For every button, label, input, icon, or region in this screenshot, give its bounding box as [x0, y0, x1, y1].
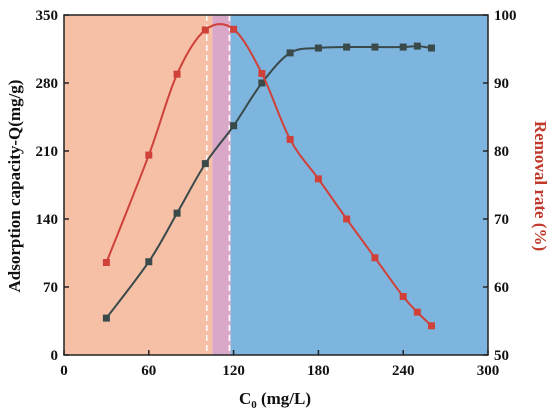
data-point: [286, 49, 294, 57]
x-axis: 0 60 120 180 240 300: [60, 350, 499, 379]
data-point: [201, 160, 209, 168]
data-point: [413, 42, 421, 50]
data-point: [286, 135, 294, 143]
right-y-axis-title: Removal rate (%): [531, 121, 550, 251]
data-point: [343, 215, 351, 223]
data-point: [314, 44, 322, 52]
data-point: [258, 69, 266, 77]
data-point: [314, 175, 322, 183]
series-layer: [102, 23, 435, 330]
left-y-tick-label: 70: [43, 280, 58, 296]
x-tick-label: 180: [307, 363, 330, 379]
right-y-tick-label: 80: [494, 144, 509, 160]
right-region: [230, 15, 489, 355]
left-y-tick-label: 0: [51, 348, 59, 364]
plot-frame: [63, 14, 489, 356]
left-y-tick-label: 280: [36, 76, 59, 92]
right-y-tick-label: 70: [494, 212, 509, 228]
data-point: [427, 322, 435, 330]
data-point: [173, 70, 181, 78]
data-point: [201, 26, 209, 34]
x-tick-label: 60: [141, 363, 156, 379]
right-y-tick-label: 60: [494, 280, 509, 296]
x-tick-label: 120: [222, 363, 245, 379]
removal-rate-series: [102, 23, 435, 330]
x-axis-title-unit: (mg/L): [257, 389, 311, 408]
x-tick-label: 0: [60, 363, 68, 379]
left-y-tick-label: 350: [36, 8, 59, 24]
left-y-tick-label: 210: [36, 144, 59, 160]
left-y-axis-title: Adsorption capacity-Q(mg/g): [5, 80, 24, 293]
right-y-axis: 50 60 70 80 90 100: [483, 8, 517, 364]
x-axis-title-main: C: [239, 389, 251, 408]
data-point: [371, 43, 379, 51]
data-point: [145, 151, 153, 159]
x-tick-label: 300: [477, 363, 500, 379]
x-tick-label: 240: [392, 363, 415, 379]
data-point: [399, 293, 407, 301]
data-point: [102, 259, 110, 267]
data-point: [399, 43, 407, 51]
left-y-axis: 0 70 140 210 280 350: [36, 8, 69, 364]
data-point: [230, 122, 238, 130]
x-axis-title: C0 (mg/L): [239, 389, 311, 411]
data-point: [371, 254, 379, 262]
data-point: [258, 79, 266, 87]
data-point: [343, 43, 351, 51]
right-y-tick-label: 50: [494, 348, 509, 364]
data-point: [145, 258, 153, 266]
background-regions: [64, 15, 489, 355]
x-axis-title-subscript: 0: [251, 399, 257, 411]
data-point: [173, 209, 181, 217]
right-y-tick-label: 90: [494, 76, 509, 92]
transition-region: [212, 15, 231, 355]
reference-lines: [205, 15, 231, 355]
right-y-tick-label: 100: [494, 8, 517, 24]
data-point: [230, 25, 238, 33]
data-point: [413, 308, 421, 316]
adsorption-capacity-series: [102, 42, 435, 322]
data-point: [427, 44, 435, 52]
left-y-tick-label: 140: [36, 212, 59, 228]
data-point: [102, 314, 110, 322]
